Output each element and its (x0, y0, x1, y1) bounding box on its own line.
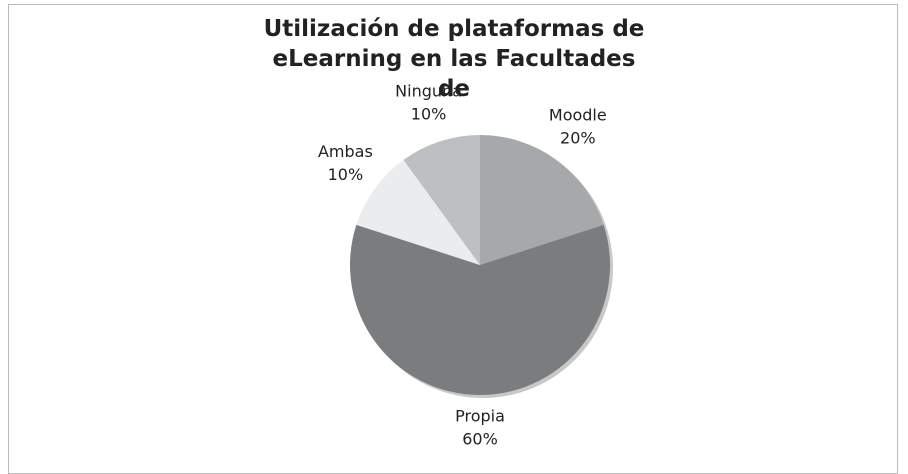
slice-label: Moodle 20% (549, 105, 607, 147)
slice-label: Ambas 10% (318, 142, 373, 184)
pie-slice (356, 159, 480, 265)
category-label: Ambas (318, 142, 373, 161)
page: Utilización de plataformas de eLearning … (8, 4, 898, 474)
category-label: Ninguna (395, 82, 462, 101)
pie-slice (403, 135, 480, 265)
value-label: 10% (411, 105, 447, 124)
value-label: 10% (328, 165, 364, 184)
slice-label: Ninguna 10% (395, 82, 462, 124)
value-label: 20% (560, 128, 596, 147)
chart-title: Utilización de plataformas de eLearning … (263, 16, 645, 102)
slice-label: Propia 60% (455, 406, 505, 448)
category-label: Moodle (549, 105, 607, 124)
chart: Moodle 20% Propia 60% Ambas 10% Ninguna 10% (318, 82, 613, 448)
value-label: 60% (462, 429, 498, 448)
pie-slice (349, 224, 610, 396)
pie-slice (480, 135, 604, 265)
category-label: Propia (455, 406, 505, 425)
